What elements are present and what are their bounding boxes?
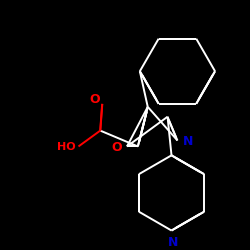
Text: O: O	[89, 94, 100, 106]
Text: O: O	[112, 141, 122, 154]
Text: N: N	[183, 135, 194, 148]
Text: N: N	[168, 236, 179, 249]
Text: HO: HO	[57, 142, 76, 152]
